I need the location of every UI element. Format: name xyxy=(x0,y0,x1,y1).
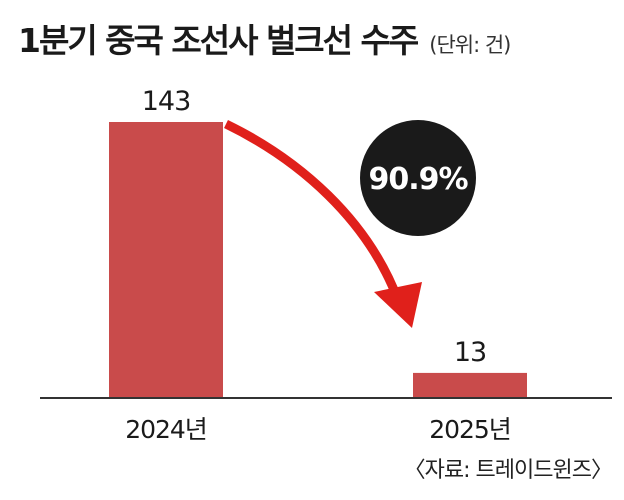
category-labels-group: 2024년 2025년 xyxy=(125,415,512,444)
decline-arrowhead xyxy=(374,282,422,328)
decline-arrow xyxy=(224,119,403,302)
value-labels-group: 143 13 xyxy=(142,86,487,368)
percent-badge-label: 90.9% xyxy=(368,162,468,197)
unit-label: (단위: 건) xyxy=(429,33,511,57)
category-label-1: 2024년 xyxy=(125,415,207,444)
chart-title: 1분기 중국 조선사 벌크선 수주 xyxy=(18,21,419,60)
percent-badge xyxy=(360,120,476,236)
title-row: 1분기 중국 조선사 벌크선 수주 (단위: 건) xyxy=(18,14,511,62)
bar-1 xyxy=(109,122,223,398)
category-label-2: 2025년 xyxy=(429,415,511,444)
bar-2 xyxy=(413,372,527,398)
source-note: 〈자료: 트레이드윈즈〉 xyxy=(403,458,613,483)
value-label-2: 13 xyxy=(454,337,486,368)
bars-group xyxy=(109,122,527,398)
value-label-1: 143 xyxy=(142,86,191,117)
